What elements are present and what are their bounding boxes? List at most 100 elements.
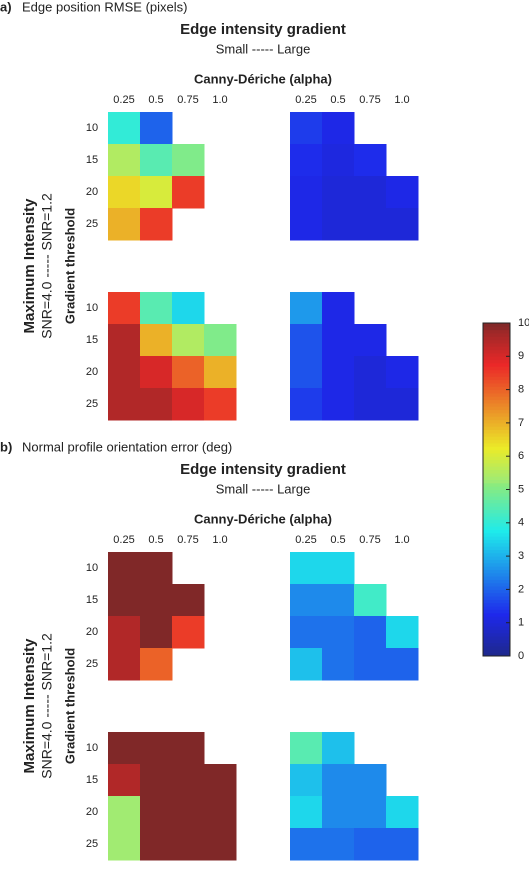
heatmap-cell bbox=[386, 388, 419, 421]
colorbar-segment bbox=[483, 346, 510, 351]
y-tick-label: 20 bbox=[86, 366, 98, 378]
subtitle: Small ----- Large bbox=[216, 41, 311, 56]
colorbar-segment bbox=[483, 519, 510, 524]
x-tick-label: 0.75 bbox=[359, 534, 380, 546]
heatmap-cell bbox=[322, 144, 355, 177]
y-axis-title: Gradient threshold bbox=[62, 648, 77, 764]
heatmap-cell bbox=[140, 616, 173, 649]
heatmap-cell bbox=[140, 764, 173, 797]
panel-caption: Edge position RMSE (pixels) bbox=[22, 0, 187, 14]
colorbar-segment bbox=[483, 606, 510, 610]
y-tick-label: 15 bbox=[86, 774, 98, 786]
heatmap-cell bbox=[108, 796, 141, 829]
heatmap-cell bbox=[322, 616, 355, 649]
row-subtitle: SNR=4.0 ----- SNR=1.2 bbox=[39, 193, 55, 339]
heatmap-cell bbox=[204, 356, 237, 389]
colorbar-segment bbox=[483, 466, 510, 471]
colorbar-segment bbox=[483, 339, 510, 344]
x-tick-label: 0.25 bbox=[113, 94, 134, 106]
heatmap-cell bbox=[140, 828, 173, 861]
colorbar-segment bbox=[483, 376, 510, 381]
y-tick-label: 25 bbox=[86, 218, 98, 230]
colorbar-segment bbox=[483, 569, 510, 574]
heatmap-cell bbox=[140, 584, 173, 617]
colorbar-segment bbox=[483, 596, 510, 600]
heatmap-cell bbox=[322, 292, 355, 325]
colorbar-segment bbox=[483, 452, 510, 457]
heatmap-cell bbox=[354, 584, 387, 617]
heatmap-cell bbox=[108, 144, 141, 177]
colorbar-segment bbox=[483, 476, 510, 481]
heatmap-cell bbox=[322, 828, 355, 861]
heatmap-cell bbox=[172, 732, 205, 765]
colorbar-segment bbox=[483, 432, 510, 437]
colorbar-tick-label: 4 bbox=[518, 517, 524, 529]
colorbar-tick-label: 7 bbox=[518, 417, 524, 429]
heatmap-cell bbox=[354, 324, 387, 357]
colorbar-segment bbox=[483, 359, 510, 364]
colorbar-segment bbox=[483, 412, 510, 417]
colorbar-segment bbox=[483, 366, 510, 371]
heatmap-cell bbox=[204, 324, 237, 357]
y-tick-label: 10 bbox=[86, 302, 98, 314]
colorbar-segment bbox=[483, 499, 510, 504]
heatmap-cell bbox=[140, 356, 173, 389]
colorbar-segment bbox=[483, 326, 510, 331]
colorbar-tick-label: 10 bbox=[518, 317, 529, 329]
colorbar-segment bbox=[483, 449, 510, 454]
colorbar-segment bbox=[483, 516, 510, 520]
heatmap-cell bbox=[108, 616, 141, 649]
y-tick-label: 20 bbox=[86, 626, 98, 638]
heatmap-cell bbox=[322, 648, 355, 681]
heatmap-cell bbox=[354, 764, 387, 797]
colorbar-segment bbox=[483, 422, 510, 427]
x-tick-label: 0.75 bbox=[359, 94, 380, 106]
y-tick-label: 20 bbox=[86, 806, 98, 818]
heatmap-cell bbox=[140, 388, 173, 421]
heatmap-cell bbox=[354, 796, 387, 829]
heatmap-cell bbox=[108, 356, 141, 389]
x-tick-label: 0.5 bbox=[330, 94, 345, 106]
heatmap-cell bbox=[322, 176, 355, 209]
heatmap-cell bbox=[172, 388, 205, 421]
colorbar-tick-label: 8 bbox=[518, 384, 524, 396]
heatmap-cell bbox=[386, 176, 419, 209]
colorbar-segment bbox=[483, 556, 510, 560]
colorbar-segment bbox=[483, 552, 510, 557]
heatmap-cell bbox=[108, 324, 141, 357]
y-tick-label: 15 bbox=[86, 334, 98, 346]
colorbar-segment bbox=[483, 396, 510, 401]
colorbar-tick-label: 3 bbox=[518, 550, 524, 562]
colorbar-segment bbox=[483, 356, 510, 361]
heatmap-cell bbox=[322, 388, 355, 421]
colorbar-segment bbox=[483, 342, 510, 347]
colorbar-segment bbox=[483, 352, 510, 357]
colorbar-segment bbox=[483, 402, 510, 407]
x-tick-label: 0.5 bbox=[330, 534, 345, 546]
heatmap-cell bbox=[290, 584, 323, 617]
y-tick-label: 10 bbox=[86, 122, 98, 134]
colorbar-segment bbox=[483, 459, 510, 464]
colorbar-segment bbox=[483, 439, 510, 444]
colorbar-segment bbox=[483, 399, 510, 404]
y-tick-label: 20 bbox=[86, 186, 98, 198]
y-tick-label: 15 bbox=[86, 594, 98, 606]
y-tick-label: 25 bbox=[86, 658, 98, 670]
colorbar-segment bbox=[483, 562, 510, 567]
row-subtitle: SNR=4.0 ----- SNR=1.2 bbox=[39, 633, 55, 779]
colorbar-segment bbox=[483, 636, 510, 640]
colorbar-segment bbox=[483, 572, 510, 577]
heatmap-cell bbox=[322, 796, 355, 829]
title: Edge intensity gradient bbox=[180, 21, 346, 38]
heatmap-cell bbox=[354, 144, 387, 177]
colorbar-segment bbox=[483, 642, 510, 647]
y-tick-label: 10 bbox=[86, 742, 98, 754]
heatmap-cell bbox=[322, 732, 355, 765]
heatmap-cell bbox=[322, 324, 355, 357]
x-tick-label: 1.0 bbox=[212, 534, 227, 546]
x-tick-label: 1.0 bbox=[212, 94, 227, 106]
colorbar-segment bbox=[483, 652, 510, 657]
heatmap-cell bbox=[354, 356, 387, 389]
heatmap-cell bbox=[290, 388, 323, 421]
